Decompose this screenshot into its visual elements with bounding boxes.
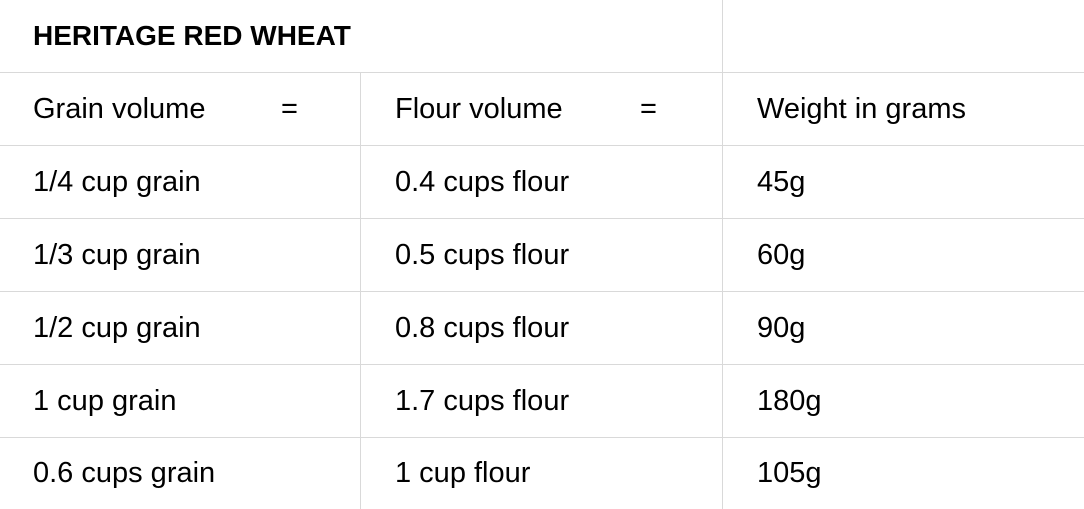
table-title: HERITAGE RED WHEAT xyxy=(33,20,351,51)
equals-sign: = xyxy=(281,92,298,125)
table-row: 0.6 cups grain 1 cup flour 105g xyxy=(0,437,1084,509)
flour-cell: 0.4 cups flour xyxy=(395,165,570,198)
column-divider xyxy=(722,0,723,509)
flour-cell: 1.7 cups flour xyxy=(395,384,570,417)
grain-cell: 0.6 cups grain xyxy=(33,457,216,489)
header-row: Grain volume = Flour volume = Weight in … xyxy=(0,72,1084,145)
flour-cell: 0.5 cups flour xyxy=(395,238,570,271)
weight-cell: 90g xyxy=(757,311,806,344)
title-row: HERITAGE RED WHEAT xyxy=(0,0,1084,72)
header-flour-volume: Flour volume xyxy=(395,92,563,125)
equals-sign: = xyxy=(640,92,657,125)
weight-cell: 180g xyxy=(757,384,822,417)
weight-cell: 45g xyxy=(757,165,806,198)
weight-cell: 60g xyxy=(757,238,806,271)
header-weight: Weight in grams xyxy=(757,92,966,125)
grain-cell: 1 cup grain xyxy=(33,384,177,417)
table-row: 1/4 cup grain 0.4 cups flour 45g xyxy=(0,145,1084,218)
flour-cell: 0.8 cups flour xyxy=(395,311,570,344)
table-row: 1/3 cup grain 0.5 cups flour 60g xyxy=(0,218,1084,291)
grain-cell: 1/2 cup grain xyxy=(33,311,201,344)
weight-cell: 105g xyxy=(757,457,822,489)
flour-cell: 1 cup flour xyxy=(395,457,531,489)
table-row: 1/2 cup grain 0.8 cups flour 90g xyxy=(0,291,1084,364)
grain-cell: 1/3 cup grain xyxy=(33,238,201,271)
column-divider xyxy=(360,72,361,509)
grain-cell: 1/4 cup grain xyxy=(33,165,201,198)
header-grain-volume: Grain volume xyxy=(33,92,206,125)
table-row: 1 cup grain 1.7 cups flour 180g xyxy=(0,364,1084,437)
